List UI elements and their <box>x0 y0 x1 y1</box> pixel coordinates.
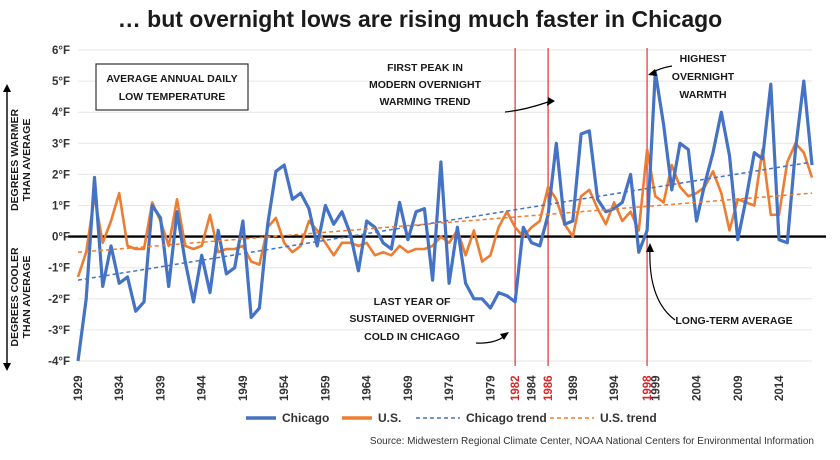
y-label-warmer: DEGREES WARMER THAN AVERAGE <box>9 109 33 212</box>
legend: Chicago U.S. Chicago trend U.S. trend <box>246 411 657 425</box>
x-tick-label: 2014 <box>774 375 786 401</box>
annotation-highest-line-3: WARMTH <box>679 89 726 101</box>
label-box-line-1: AVERAGE ANNUAL DAILY <box>106 73 237 85</box>
y-label-warmer-line-1: DEGREES WARMER <box>9 109 21 212</box>
annotation-first-peak: FIRST PEAK IN MODERN OVERNIGHT WARMING T… <box>369 62 555 113</box>
x-tick-label: 2009 <box>733 375 745 401</box>
x-tick-label: 1984 <box>527 375 539 401</box>
y-tick-label: 1°F <box>52 201 70 213</box>
annotation-last-cold-line-2: SUSTAINED OVERNIGHT <box>349 313 475 325</box>
y-tick-label: 4°F <box>52 107 70 119</box>
y-tick-label: -1°F <box>48 263 70 275</box>
x-tick-label: 1964 <box>362 375 374 401</box>
legend-label-us: U.S. <box>378 411 401 425</box>
y-label-cooler-line-2: THAN AVERAGE <box>21 256 33 339</box>
annotation-highest-line-1: HIGHEST <box>680 53 727 65</box>
x-tick-label: 1929 <box>73 375 85 401</box>
y-label-warmer-line-2: THAN AVERAGE <box>21 119 33 202</box>
annotation-long-term-arrow <box>649 247 676 321</box>
x-tick-label: 1949 <box>238 375 250 401</box>
x-tick-label: 1959 <box>320 375 332 401</box>
chart-title: … but overnight lows are rising much fas… <box>117 6 723 32</box>
x-tick-label: 1969 <box>403 375 415 401</box>
x-tick-label: 1974 <box>444 375 456 401</box>
annotation-first-peak-line-2: MODERN OVERNIGHT <box>369 79 482 91</box>
y-axis-arrow <box>3 84 11 371</box>
series-chicago <box>76 70 814 362</box>
y-tick-label: -4°F <box>48 356 70 368</box>
y-label-cooler-line-1: DEGREES COOLER <box>9 247 21 347</box>
x-tick-label: 1944 <box>197 375 209 401</box>
x-tick-label: 1999 <box>650 375 662 401</box>
label-box-line-2: LOW TEMPERATURE <box>119 91 226 103</box>
y-axis: -4°F -3°F -2°F -1°F 0°F 1°F 2°F 3°F 4°F 5°F 6°F <box>48 45 70 368</box>
annotation-long-term-text: LONG-TERM AVERAGE <box>675 315 792 327</box>
annotation-last-cold: LAST YEAR OF SUSTAINED OVERNIGHT COLD IN… <box>349 296 509 344</box>
x-tick-label: 1939 <box>155 375 167 401</box>
x-tick-label: 1934 <box>114 375 126 401</box>
x-tick-label: 1986 <box>543 375 555 401</box>
gridlines <box>78 49 812 362</box>
y-tick-label: 6°F <box>52 45 70 57</box>
y-tick-label: 2°F <box>52 169 70 181</box>
annotation-highest-line-2: OVERNIGHT <box>672 71 735 83</box>
legend-label-us-trend: U.S. trend <box>600 411 657 425</box>
y-label-cooler: DEGREES COOLER THAN AVERAGE <box>9 247 33 347</box>
x-tick-label: 1979 <box>485 375 497 401</box>
series-lines <box>76 70 814 362</box>
x-axis: 1929 1934 1939 1944 1949 1954 1959 1964 1969 1974… <box>73 375 786 401</box>
annotation-last-cold-line-1: LAST YEAR OF <box>374 296 451 308</box>
x-tick-label: 1998 <box>642 375 654 401</box>
series-chicago-trend <box>77 161 813 281</box>
annotation-highest: HIGHEST OVERNIGHT WARMTH <box>648 53 735 101</box>
annotation-first-peak-line-3: WARMING TREND <box>380 96 471 108</box>
annotation-long-term: LONG-TERM AVERAGE <box>646 243 793 327</box>
annotation-first-peak-arrow <box>504 101 549 113</box>
y-tick-label: -2°F <box>48 294 70 306</box>
annotation-last-cold-line-3: COLD IN CHICAGO <box>364 331 460 343</box>
x-tick-label: 1982 <box>510 375 522 401</box>
y-tick-label: 3°F <box>52 138 70 150</box>
annotation-last-cold-arrow <box>475 335 506 344</box>
y-tick-label: -3°F <box>48 325 70 337</box>
y-tick-label: 5°F <box>52 76 70 88</box>
label-box <box>95 63 249 111</box>
source-note: Source: Midwestern Regional Climate Cent… <box>370 436 814 447</box>
annotation-first-peak-line-1: FIRST PEAK IN <box>387 62 463 74</box>
legend-label-chicago: Chicago <box>282 411 329 425</box>
legend-label-chicago-trend: Chicago trend <box>466 411 547 425</box>
x-tick-label: 1989 <box>568 375 580 401</box>
x-tick-label: 2004 <box>692 375 704 401</box>
x-tick-label: 1954 <box>279 375 291 401</box>
y-tick-label: 0°F <box>52 232 70 244</box>
series-u-s-trend <box>77 192 813 253</box>
x-tick-label: 1994 <box>609 375 621 401</box>
